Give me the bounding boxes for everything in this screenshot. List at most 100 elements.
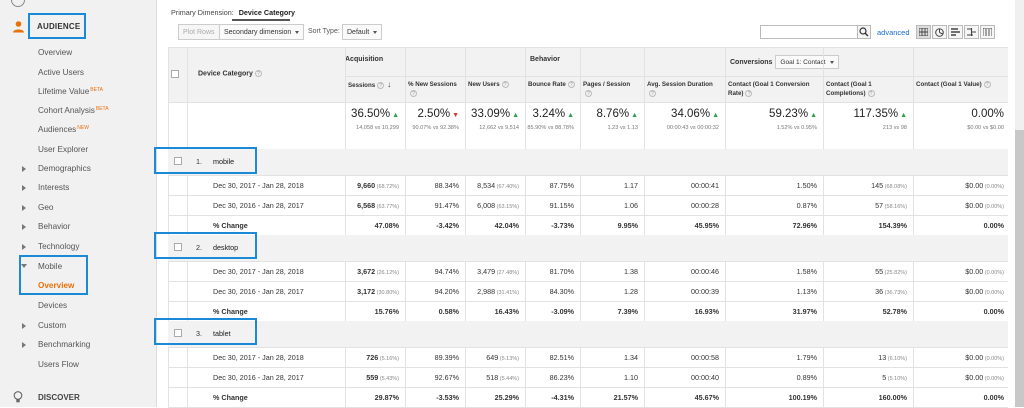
cell-goal1-completions: 57 (58.16%) xyxy=(875,201,907,210)
sidebar-item-behavior[interactable]: Behavior xyxy=(38,222,71,231)
column-header-goal1-value[interactable]: Contact (Goal 1 Value)? xyxy=(916,80,1005,89)
total-value-pages-per-session: 8.76% ▲ xyxy=(596,108,638,120)
sidebar-item-geo[interactable]: Geo xyxy=(38,203,54,212)
column-header-sessions[interactable]: Sessions? ↓ xyxy=(348,80,400,90)
cell-value: 0.58% xyxy=(438,307,459,316)
sidebar-item-users-flow[interactable]: Users Flow xyxy=(38,360,79,369)
comparison-view-button[interactable] xyxy=(964,25,979,39)
date-range-row-label: Dec 30, 2017 - Jan 28, 2018 xyxy=(213,353,304,362)
acquisition-group-header: Acquisition xyxy=(345,56,384,63)
audience-section[interactable]: AUDIENCE xyxy=(28,13,86,39)
sidebar-item-custom[interactable]: Custom xyxy=(38,321,67,330)
grid-line-v xyxy=(187,47,188,407)
device-name-mobile[interactable]: mobile xyxy=(213,157,235,166)
cell-goal1-value: $0.00 (0.00%) xyxy=(965,267,1004,276)
expand-arrow-icon[interactable] xyxy=(22,224,26,230)
column-header-avg-session-duration[interactable]: Avg. Session Duration? xyxy=(647,80,720,98)
sidebar-item-lifetime-value[interactable]: Lifetime ValueBETA xyxy=(38,87,103,96)
cell-value: 1.50% xyxy=(796,181,817,190)
device-category-header[interactable]: Device Category? xyxy=(198,70,262,77)
plot-rows-button[interactable]: Plot Rows xyxy=(178,24,220,40)
sidebar-item-interests[interactable]: Interests xyxy=(38,183,70,192)
grid-line-v xyxy=(823,47,824,407)
percent-change-row-label: % Change xyxy=(213,307,248,316)
primary-dimension-value[interactable]: Device Category xyxy=(238,8,296,17)
column-header-bounce-rate[interactable]: Bounce Rate? xyxy=(528,80,575,89)
cell-share: (31.41%) xyxy=(495,290,519,296)
totals-row xyxy=(168,102,1008,149)
expand-arrow-icon[interactable] xyxy=(22,323,26,329)
cell-avg-session-duration: 00:00:28 xyxy=(691,201,719,210)
conversions-goal-value: Goal 1: Contact xyxy=(780,58,826,66)
cell-goal1-completions: 160.00% xyxy=(879,393,907,402)
column-header-new-users[interactable]: New Users? xyxy=(468,80,520,89)
collapse-arrow-icon[interactable] xyxy=(21,264,27,268)
column-header-goal1-conversion-rate[interactable]: Contact (Goal 1 Conversion Rate)? xyxy=(728,80,818,98)
sort-desc-icon[interactable]: ↓ xyxy=(387,80,392,89)
clock-icon xyxy=(11,0,25,7)
sidebar-item-mobile-overview[interactable]: Overview xyxy=(38,281,75,290)
column-header-pct-new-sessions[interactable]: % New Sessions? xyxy=(408,80,460,98)
cell-value: 9.95% xyxy=(617,221,638,230)
sidebar-item-mobile[interactable]: Mobile xyxy=(38,262,63,271)
expand-arrow-icon[interactable] xyxy=(22,205,26,211)
total-percent: 36.50% xyxy=(351,108,391,120)
column-header-pages-per-session[interactable]: Pages / Session? xyxy=(583,80,639,98)
performance-view-button[interactable] xyxy=(948,25,963,39)
table-view-button[interactable] xyxy=(916,25,931,39)
advanced-link[interactable]: advanced xyxy=(877,28,910,37)
device-name-desktop[interactable]: desktop xyxy=(213,243,239,252)
cell-goal1-conversion-rate: 0.87% xyxy=(797,201,817,210)
cell-value: 00:00:46 xyxy=(691,267,719,276)
table-search-input[interactable] xyxy=(760,25,858,39)
dimension-row-mobile xyxy=(168,149,1008,175)
cell-value: 57 xyxy=(875,201,884,210)
cell-value: 3,172 xyxy=(357,287,376,296)
cell-value: 6,008 xyxy=(477,201,496,210)
grid-line-h xyxy=(168,102,1008,103)
pie-view-button[interactable] xyxy=(932,25,947,39)
sidebar-item-audiences[interactable]: AudiencesNEW xyxy=(38,125,89,134)
scrollbar-thumb[interactable] xyxy=(1015,130,1024,407)
beta-badge: BETA xyxy=(95,106,109,112)
select-all-checkbox[interactable] xyxy=(171,70,179,78)
cell-share: (68.72%) xyxy=(375,184,399,190)
sidebar-item-user-explorer[interactable]: User Explorer xyxy=(38,145,89,154)
cell-value: 45.95% xyxy=(694,221,719,230)
grid-line-h xyxy=(168,281,1008,282)
grid-line-h xyxy=(168,47,1008,48)
expand-arrow-icon[interactable] xyxy=(22,185,26,191)
cell-value: 154.39% xyxy=(878,221,907,230)
increase-arrow-icon: ▲ xyxy=(712,112,719,119)
cell-value: 94.20% xyxy=(434,287,459,296)
column-header-goal1-completions[interactable]: Contact (Goal 1 Completions)? xyxy=(826,80,908,98)
row-checkbox[interactable] xyxy=(174,329,182,337)
row-checkbox[interactable] xyxy=(174,157,182,165)
cell-new-users: 8,534 (67.40%) xyxy=(477,181,519,190)
sidebar-item-cohort-analysis[interactable]: Cohort AnalysisBETA xyxy=(38,106,109,115)
sidebar-discover[interactable]: DISCOVER xyxy=(38,393,80,402)
sort-type-dropdown[interactable]: Default xyxy=(342,24,383,40)
sidebar-item-overview[interactable]: Overview xyxy=(38,48,73,57)
total-comparison-goal1-value: $0.00 vs $0.00 xyxy=(967,125,1004,131)
sidebar-item-active-users[interactable]: Active Users xyxy=(38,68,84,77)
sidebar-item-benchmarking[interactable]: Benchmarking xyxy=(38,340,91,349)
pivot-view-button[interactable] xyxy=(980,25,995,39)
cell-share: (67.40%) xyxy=(495,184,519,190)
cell-value: 0.00% xyxy=(983,307,1004,316)
sidebar-item-technology[interactable]: Technology xyxy=(38,242,80,251)
cell-pct-new-sessions: -3.53% xyxy=(436,393,459,402)
device-name-tablet[interactable]: tablet xyxy=(213,329,231,338)
sidebar-item-devices[interactable]: Devices xyxy=(38,301,68,310)
sidebar-item-demographics[interactable]: Demographics xyxy=(38,164,91,173)
secondary-dimension-dropdown[interactable]: Secondary dimension xyxy=(219,24,305,40)
expand-arrow-icon[interactable] xyxy=(22,244,26,250)
cell-goal1-conversion-rate: 0.89% xyxy=(797,373,817,382)
conversions-goal-dropdown[interactable]: Goal 1: Contact xyxy=(775,55,839,69)
row-checkbox[interactable] xyxy=(174,243,182,251)
cell-goal1-value: 0.00% xyxy=(984,393,1004,402)
search-button[interactable] xyxy=(857,25,871,39)
expand-arrow-icon[interactable] xyxy=(22,342,26,348)
expand-arrow-icon[interactable] xyxy=(22,166,26,172)
cell-value: 6,568 xyxy=(357,201,376,210)
